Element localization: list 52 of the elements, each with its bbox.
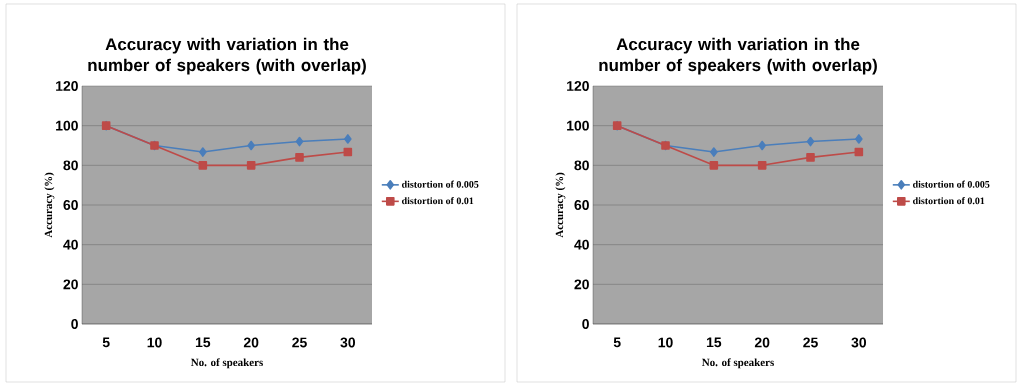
y-tick-label: 20 <box>63 279 78 290</box>
chart-title: Accuracy with variation in the number of speakers (with overlap) <box>88 37 366 75</box>
point <box>247 140 255 151</box>
y-tick-label: 100 <box>56 120 78 131</box>
y-tick-label: 40 <box>63 239 78 250</box>
x-tick-label: 10 <box>147 337 162 348</box>
x-tick-label: 25 <box>292 337 307 348</box>
point <box>198 161 208 170</box>
x-tick-label: 30 <box>851 337 867 348</box>
y-tick-label: 80 <box>574 160 589 171</box>
y-tick-label: 20 <box>574 279 589 290</box>
y-tick-label: 0 <box>582 319 589 329</box>
point <box>758 140 766 151</box>
y-axis-title: Accuracy (%) <box>555 172 566 238</box>
point <box>757 161 767 170</box>
point <box>199 147 207 157</box>
x-tick-label: 5 <box>613 337 621 348</box>
legend-label: distortion of 0.005 <box>913 180 990 188</box>
x-tick-label: 15 <box>195 337 211 348</box>
point <box>854 147 864 157</box>
point <box>855 134 863 144</box>
x-axis-title: No. of speakers <box>701 358 774 369</box>
point <box>806 153 815 162</box>
y-tick-label: 120 <box>567 81 589 91</box>
y-tick-label: 100 <box>567 120 589 131</box>
legend-label: distortion of 0.01 <box>402 197 474 205</box>
point <box>343 147 353 157</box>
point <box>295 136 304 147</box>
x-tick-label: 25 <box>803 337 818 348</box>
x-tick-label: 20 <box>243 337 259 348</box>
y-tick-label: 0 <box>71 319 78 329</box>
y-axis-title: Accuracy (%) <box>44 172 55 238</box>
legend-label: distortion of 0.01 <box>913 197 985 205</box>
x-tick-label: 30 <box>340 337 356 348</box>
point <box>806 136 815 147</box>
point <box>295 153 304 162</box>
x-tick-label: 10 <box>658 337 673 348</box>
chart-title: Accuracy with variation in the number of speakers (with overlap) <box>599 37 877 75</box>
x-tick-label: 15 <box>706 337 722 348</box>
y-tick-label: 80 <box>63 160 78 171</box>
point <box>710 147 718 157</box>
y-tick-label: 60 <box>574 200 589 210</box>
x-tick-label: 5 <box>102 337 110 348</box>
y-tick-label: 120 <box>56 81 78 91</box>
x-tick-label: 20 <box>754 337 770 348</box>
x-axis-title: No. of speakers <box>190 358 263 369</box>
y-tick-label: 60 <box>63 200 78 210</box>
point <box>246 161 256 170</box>
point <box>344 134 352 144</box>
y-tick-label: 40 <box>574 239 589 250</box>
legend-label: distortion of 0.005 <box>402 180 479 188</box>
point <box>709 161 719 170</box>
